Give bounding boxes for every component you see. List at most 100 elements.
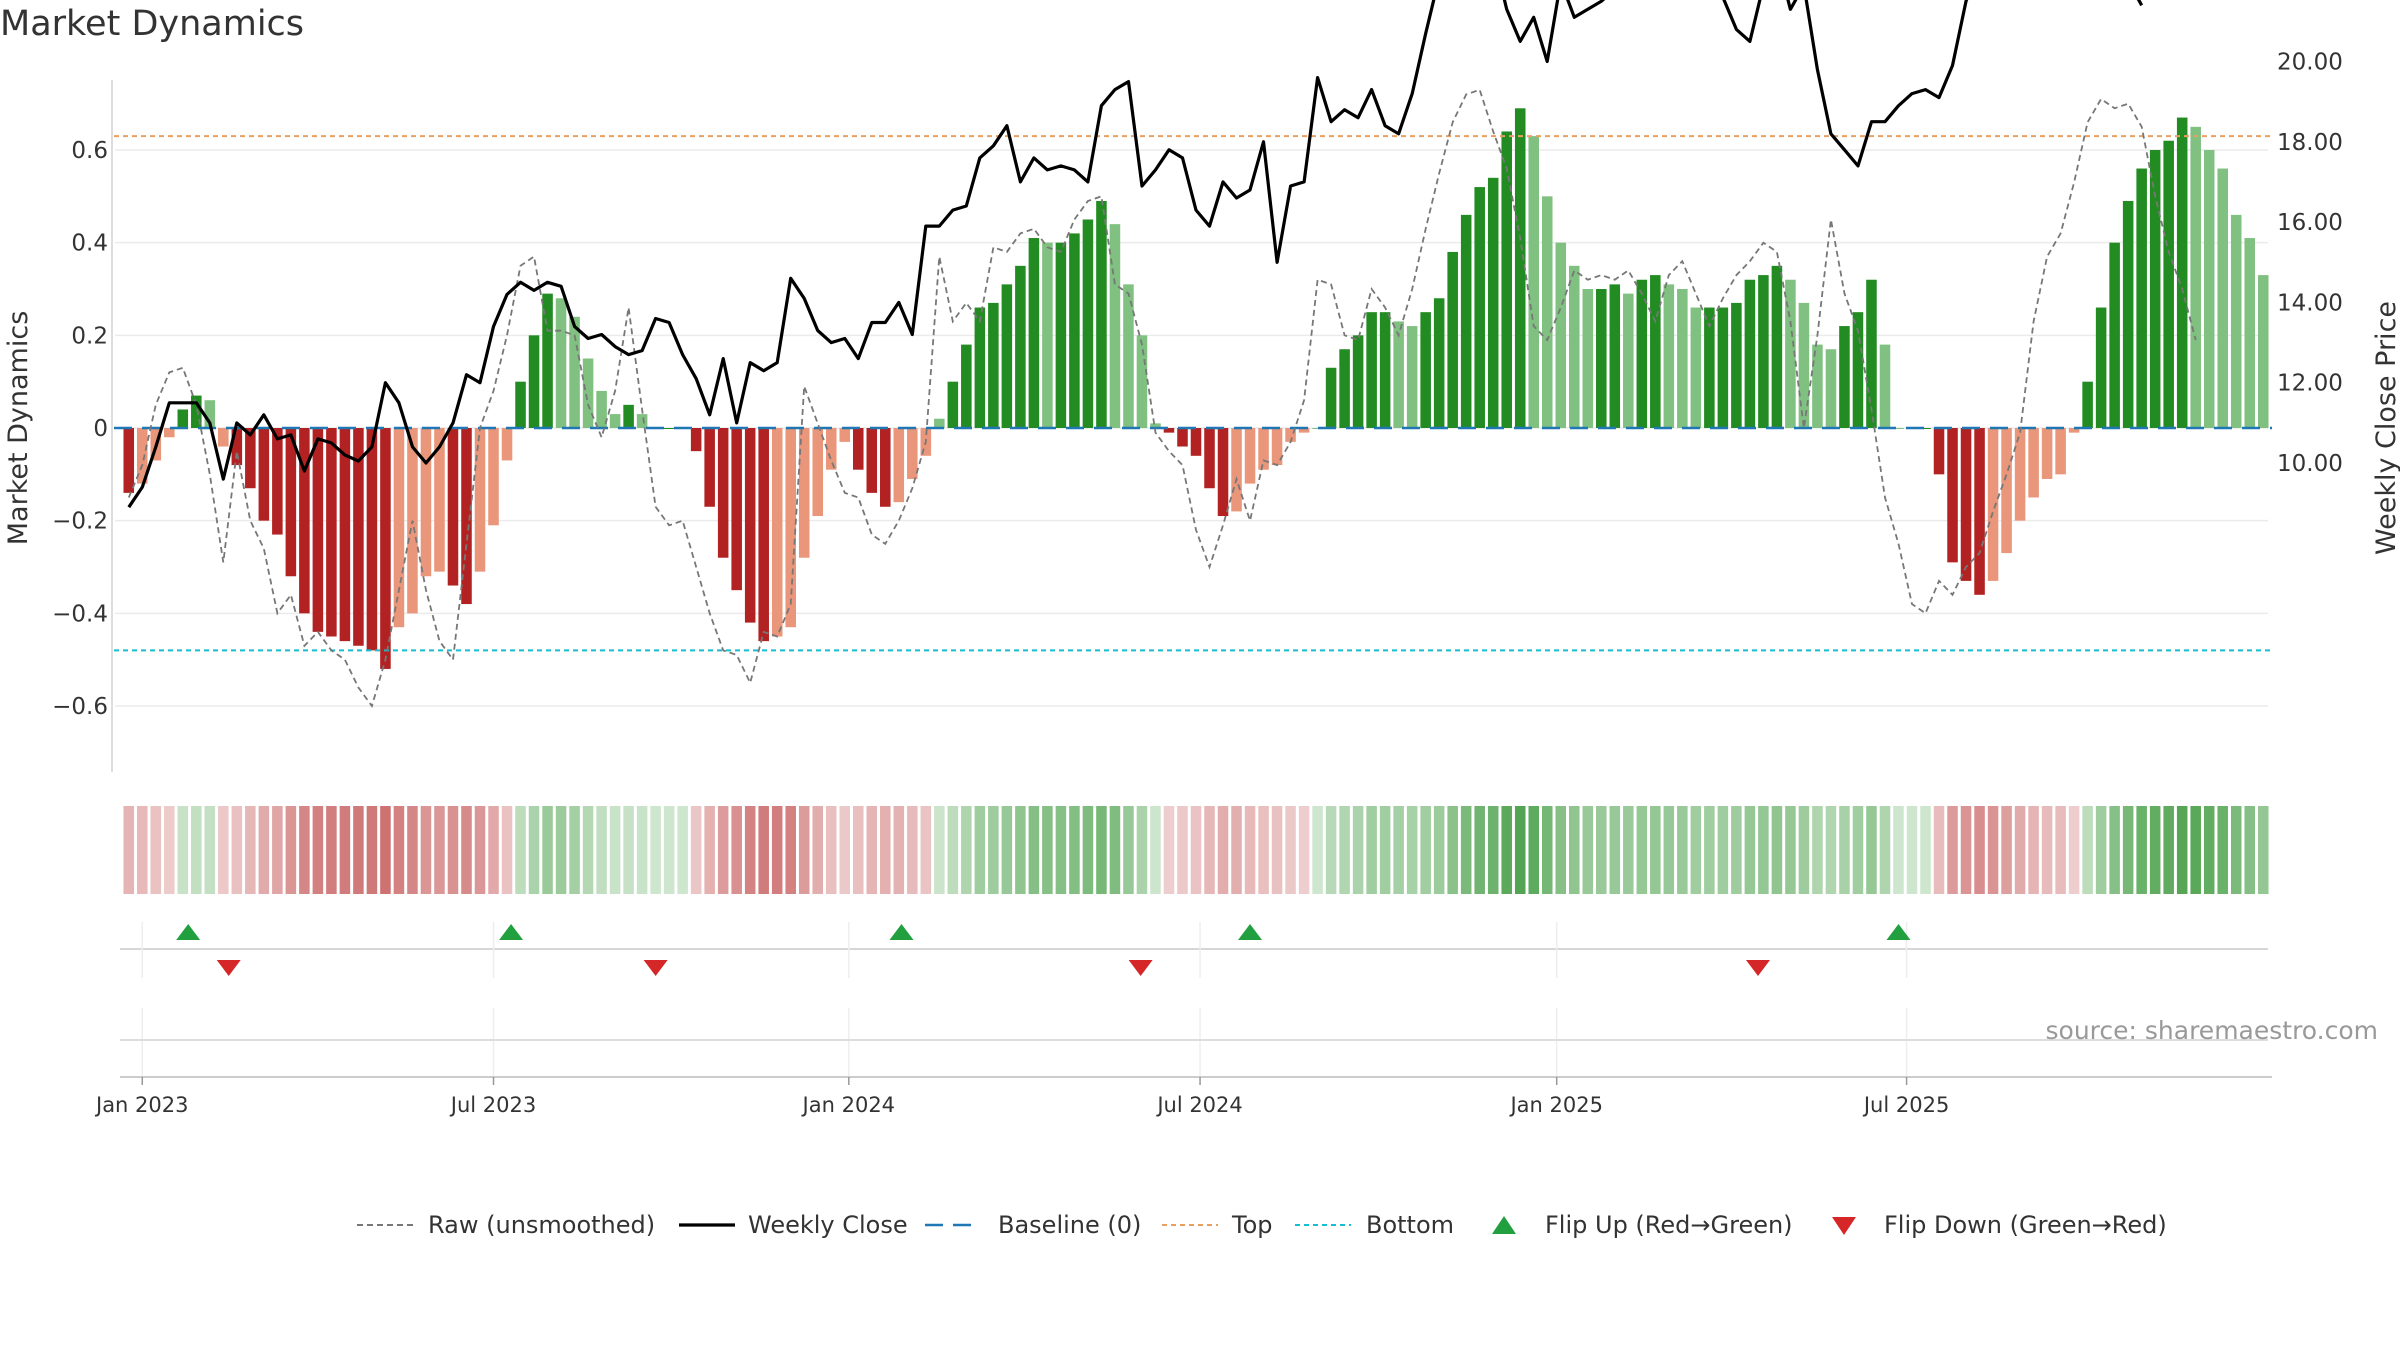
heat-cell [1771,806,1783,894]
heat-cell [1325,806,1337,894]
y2-tick-label: 10.00 [2277,451,2343,477]
momentum-bar [1379,312,1391,428]
heat-cell [852,806,864,894]
legend-label-close: Weekly Close [748,1211,908,1239]
momentum-bar [988,302,999,428]
momentum-bar [623,404,634,428]
heat-cell [1339,806,1350,894]
heat-cell [1271,806,1283,894]
heat-cell [2217,806,2228,894]
heat-cell [407,806,418,894]
heat-cell [1528,806,1540,894]
momentum-bar [663,428,675,429]
heat-cell [393,806,405,894]
momentum-bar [2203,150,2215,428]
heat-cell [1217,806,1229,894]
heat-cell [893,806,905,894]
momentum-bar [447,428,459,586]
heat-cell [2136,806,2147,894]
heat-cell [1744,806,1756,894]
heat-cell [1366,806,1377,894]
momentum-bar [1325,367,1337,428]
momentum-bar [1136,335,1148,428]
momentum-bar [2163,140,2174,428]
momentum-bar [1055,242,1067,428]
momentum-bar [2095,307,2107,428]
heat-cell [1001,806,1013,894]
heat-cell [474,806,486,894]
flip-markers [176,924,1911,976]
heat-cell [1825,806,1837,894]
momentum-bar [258,428,270,521]
heat-cell [1812,806,1823,894]
momentum-bar [123,428,135,493]
momentum-bar [717,428,729,558]
heat-cell [1285,806,1296,894]
heat-cell [1501,806,1512,894]
momentum-bar [569,316,580,428]
y-tick-label: 0.4 [71,231,108,257]
legend-label-flip-up: Flip Up (Red→Green) [1545,1211,1793,1239]
heat-cell [2041,806,2053,894]
heat-cell [961,806,972,894]
momentum-bar [542,293,553,428]
y2-tick-label: 14.00 [2277,290,2343,316]
heat-cell [258,806,270,894]
flip-up-marker [176,924,201,940]
heat-cell [1298,806,1310,894]
raw-line [127,88,2197,709]
heat-cell [1663,806,1675,894]
heat-cell [1623,806,1634,894]
momentum-bar [1717,307,1729,428]
momentum-bar [2082,381,2093,428]
momentum-bar [2190,126,2201,428]
y2-tick-label: 12.00 [2277,371,2343,397]
heat-cell [798,806,810,894]
momentum-bar [1663,284,1675,428]
flip-up-marker [499,924,524,940]
y-tick-label: −0.4 [52,601,108,627]
heat-cell [2257,806,2269,894]
heat-cell [555,806,567,894]
momentum-bar [852,428,864,470]
momentum-bar [164,428,175,438]
momentum-bar [1339,349,1350,428]
momentum-bar [488,428,499,526]
momentum-bar [136,428,148,484]
y-tick-label: −0.2 [52,509,108,535]
heat-cell [2028,806,2039,894]
heat-cell [1082,806,1094,894]
momentum-bar [866,428,878,493]
momentum-bar [1609,284,1621,428]
heat-cell [1109,806,1121,894]
heat-cell [1015,806,1026,894]
heat-cell [582,806,594,894]
y2-tick-label: 18.00 [2277,130,2343,156]
heat-cell [123,806,135,894]
momentum-bar [1798,302,1810,428]
heat-cell [1609,806,1621,894]
heat-cell [2001,806,2012,894]
heat-cell [1150,806,1161,894]
heat-cell [2068,806,2080,894]
momentum-bar [1541,196,1553,428]
heat-cell [177,806,189,894]
momentum-bar [1204,428,1215,489]
heat-cell [1960,806,1972,894]
heat-cell [636,806,648,894]
momentum-bar [326,428,337,637]
momentum-bar [1015,265,1026,428]
heat-cell [2014,806,2026,894]
heat-cell [1677,806,1688,894]
x-tick-label: Jul 2023 [449,1093,536,1117]
heat-cell [366,806,378,894]
momentum-bar [2122,200,2134,428]
momentum-bar [1150,423,1161,428]
momentum-bar [1947,428,1958,563]
heat-cell [1541,806,1553,894]
momentum-bar [1920,428,1931,429]
heat-cell [1204,806,1215,894]
momentum-bar [2217,168,2228,428]
momentum-bar [934,418,945,428]
heat-cell [596,806,607,894]
